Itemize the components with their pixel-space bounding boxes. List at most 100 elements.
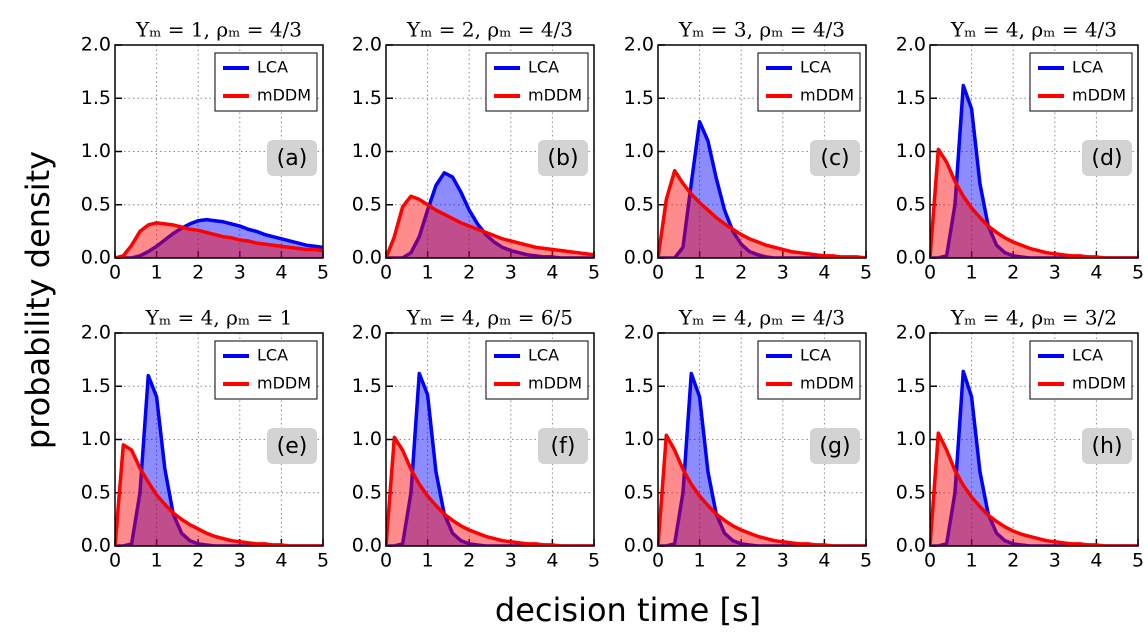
y-tick-label: 2.0 bbox=[352, 322, 382, 344]
panel-label-box bbox=[267, 140, 317, 176]
x-tick-label: 4 bbox=[818, 550, 830, 572]
series-line bbox=[115, 373, 323, 546]
panel-title: Υₘ = 4, ρₘ = 4/3 bbox=[678, 306, 845, 330]
series-line bbox=[115, 217, 323, 258]
legend-label: LCA bbox=[257, 346, 288, 365]
area-fill bbox=[386, 437, 594, 546]
legend-label: LCA bbox=[800, 346, 831, 365]
panel-label-box bbox=[1082, 140, 1132, 176]
area-fill bbox=[658, 435, 866, 546]
x-tick-label: 5 bbox=[317, 262, 329, 284]
y-axis-label: probability density bbox=[19, 151, 57, 449]
x-tick-label: 0 bbox=[652, 550, 664, 572]
plot-data bbox=[386, 171, 594, 258]
panel-label-box bbox=[1082, 428, 1132, 464]
x-tick-label: 0 bbox=[380, 550, 392, 572]
legend-label: mDDM bbox=[1072, 86, 1126, 105]
panel-title: Υₘ = 4, ρₘ = 1 bbox=[145, 306, 293, 330]
y-tick-label: 1.0 bbox=[352, 428, 382, 450]
legend-label: LCA bbox=[528, 346, 559, 365]
series-line bbox=[658, 119, 866, 258]
panel-title: Υₘ = 3, ρₘ = 4/3 bbox=[678, 18, 845, 42]
y-tick-label: 0.0 bbox=[81, 247, 111, 269]
legend-label: mDDM bbox=[800, 374, 854, 393]
x-tick-label: 3 bbox=[234, 262, 246, 284]
x-tick-label: 3 bbox=[1049, 550, 1061, 572]
legend-label: mDDM bbox=[800, 86, 854, 105]
x-tick-label: 0 bbox=[924, 262, 936, 284]
x-tick-label: 2 bbox=[1007, 550, 1019, 572]
series-line bbox=[930, 369, 1138, 546]
series-line bbox=[930, 83, 1138, 258]
x-tick-label: 4 bbox=[818, 262, 830, 284]
series-line bbox=[115, 221, 323, 258]
x-tick-label: 5 bbox=[1132, 262, 1144, 284]
y-tick-label: 0.0 bbox=[896, 247, 926, 269]
panel-label: (h) bbox=[1091, 434, 1122, 459]
series-line bbox=[386, 371, 594, 546]
plot-frame bbox=[657, 44, 867, 259]
x-tick-label: 5 bbox=[588, 262, 600, 284]
plot-frame bbox=[929, 44, 1139, 259]
area-fill bbox=[115, 444, 323, 546]
series-line bbox=[386, 194, 594, 258]
x-tick-label: 4 bbox=[275, 550, 287, 572]
area-fill bbox=[115, 222, 323, 258]
x-tick-label: 0 bbox=[380, 262, 392, 284]
panel-label-box bbox=[810, 428, 860, 464]
x-axis-label: decision time [s] bbox=[495, 591, 761, 629]
panel: 0.0 0.5 1.0 1.5 2.0 0 1 2 3 4 5 Υₘ = 4, ρₘ = 4/3 LCA… bbox=[896, 18, 1144, 284]
panel-label: (e) bbox=[277, 434, 308, 459]
area-fill bbox=[115, 375, 323, 546]
plot-frame bbox=[385, 332, 595, 547]
x-tick-label: 2 bbox=[463, 550, 475, 572]
y-tick-label: 1.5 bbox=[81, 87, 111, 109]
x-tick-label: 5 bbox=[1132, 550, 1144, 572]
legend-box bbox=[485, 52, 589, 112]
plot-frame bbox=[114, 44, 324, 259]
y-tick-label: 0.0 bbox=[352, 535, 382, 557]
y-tick-label: 0.5 bbox=[352, 481, 382, 503]
area-fill bbox=[658, 170, 866, 258]
x-tick-label: 0 bbox=[652, 262, 664, 284]
x-tick-label: 2 bbox=[192, 262, 204, 284]
y-tick-label: 0.5 bbox=[352, 193, 382, 215]
panel-title: Υₘ = 1, ρₘ = 4/3 bbox=[135, 18, 302, 42]
x-tick-label: 2 bbox=[463, 262, 475, 284]
x-tick-label: 4 bbox=[1090, 262, 1102, 284]
panel-label: (g) bbox=[819, 434, 850, 459]
panel-label: (c) bbox=[820, 146, 849, 171]
x-tick-label: 5 bbox=[588, 550, 600, 572]
panel: 0.0 0.5 1.0 1.5 2.0 0 1 2 3 4 5 Υₘ = 3, ρₘ = 4/3 LCA… bbox=[624, 18, 872, 284]
y-tick-label: 0.5 bbox=[624, 193, 654, 215]
x-tick-label: 2 bbox=[192, 550, 204, 572]
x-tick-label: 0 bbox=[109, 550, 121, 572]
y-tick-label: 1.0 bbox=[81, 428, 111, 450]
y-tick-label: 1.5 bbox=[624, 375, 654, 397]
area-fill bbox=[930, 433, 1138, 546]
x-tick-label: 0 bbox=[924, 550, 936, 572]
panel-title: Υₘ = 4, ρₘ = 3/2 bbox=[950, 306, 1117, 330]
legend-label: mDDM bbox=[257, 374, 311, 393]
y-tick-label: 0.0 bbox=[624, 247, 654, 269]
area-fill bbox=[658, 373, 866, 546]
x-tick-label: 1 bbox=[966, 262, 978, 284]
legend-label: mDDM bbox=[257, 86, 311, 105]
legend-box bbox=[757, 52, 861, 112]
x-tick-label: 2 bbox=[735, 550, 747, 572]
legend-label: LCA bbox=[1072, 58, 1103, 77]
y-tick-label: 1.5 bbox=[624, 87, 654, 109]
legend-box bbox=[1029, 52, 1133, 112]
panel: 0.0 0.5 1.0 1.5 2.0 0 1 2 3 4 5 Υₘ = 4, ρₘ = 4/3 LCA… bbox=[624, 306, 872, 572]
y-tick-label: 1.0 bbox=[352, 140, 382, 162]
area-fill bbox=[930, 85, 1138, 258]
y-tick-label: 0.0 bbox=[896, 535, 926, 557]
y-tick-label: 2.0 bbox=[352, 34, 382, 56]
y-tick-label: 0.5 bbox=[624, 481, 654, 503]
x-tick-label: 1 bbox=[966, 550, 978, 572]
area-fill bbox=[930, 149, 1138, 258]
area-fill bbox=[386, 172, 594, 258]
panel: 0.0 0.5 1.0 1.5 2.0 0 1 2 3 4 5 Υₘ = 4, ρₘ = 3/2 LCA… bbox=[896, 306, 1144, 572]
x-tick-label: 3 bbox=[1049, 262, 1061, 284]
